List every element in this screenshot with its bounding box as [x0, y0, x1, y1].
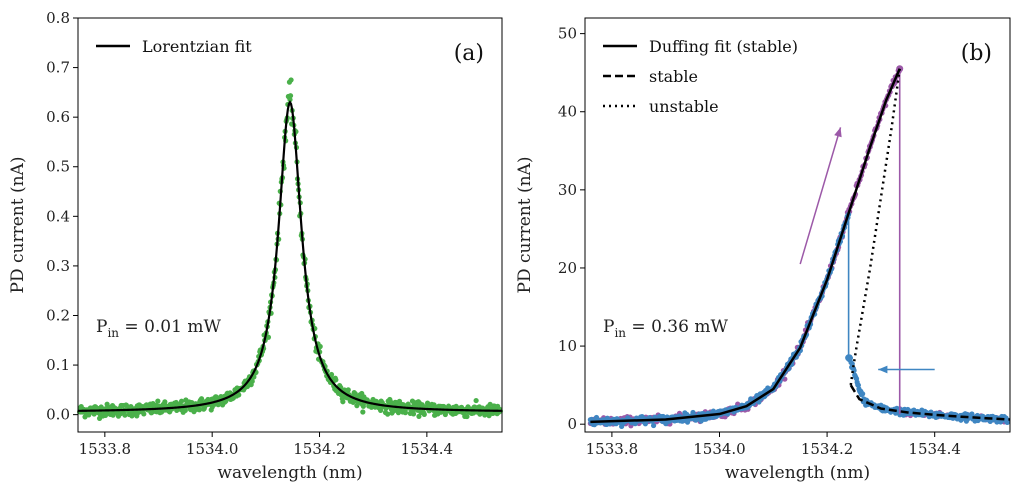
b-backward-jump-point — [845, 354, 853, 362]
a-annotation-main: P — [96, 317, 107, 337]
a-data-point — [378, 407, 384, 414]
b-y-tick-label: 30 — [558, 181, 577, 199]
b-annotation-sub: in — [614, 326, 626, 340]
a-data-point — [416, 413, 422, 419]
a-data-point — [402, 410, 409, 416]
a-data-point — [182, 407, 188, 413]
a-data-point — [486, 413, 492, 419]
b-forward-sweep-arrow — [799, 127, 842, 265]
b-annotation-main: P — [603, 317, 614, 337]
a-data-point — [141, 411, 147, 417]
b-annotation-rest: = 0.36 mW — [626, 317, 728, 337]
a-data-point — [317, 343, 323, 350]
a-data-point — [340, 399, 346, 405]
b-backward-data-point — [849, 361, 855, 367]
a-y-tick-label: 0.2 — [46, 306, 70, 324]
a-data-point — [162, 399, 168, 405]
panel-a-lorentzian-plot: 1533.8 1534.0 1534.2 1534.4 0.0 0.1 0.2 0.3 0.4 0… — [8, 9, 503, 483]
a-panel-label: (a) — [454, 41, 484, 66]
a-data-points — [77, 77, 503, 421]
a-data-point — [473, 397, 479, 404]
b-backward-sweep-arrow-head — [878, 365, 888, 374]
a-x-tick-label: 1534.4 — [401, 440, 454, 458]
a-data-point — [385, 411, 391, 417]
panel-b-duffing-plot: 1533.8 1534.0 1534.2 1534.4 0 10 20 30 40 50 wavel… — [515, 17, 1011, 483]
a-y-tick-label: 0.4 — [46, 207, 70, 225]
a-data-point — [288, 77, 294, 83]
a-data-point — [345, 387, 351, 393]
a-data-point — [328, 371, 335, 378]
b-y-tick-label: 40 — [558, 103, 577, 121]
a-data-point — [265, 334, 272, 340]
a-x-tick-label: 1534.2 — [293, 440, 346, 458]
a-annotation-sub: in — [107, 326, 119, 340]
b-y-tick-label: 20 — [558, 259, 577, 277]
a-data-point — [410, 411, 417, 417]
a-data-point — [360, 409, 366, 415]
a-legend-label: Lorentzian fit — [142, 37, 252, 56]
a-data-point — [155, 398, 161, 404]
b-legend-label: unstable — [649, 97, 719, 116]
a-data-point — [360, 403, 366, 409]
a-data-point — [122, 412, 128, 418]
a-data-point — [421, 411, 427, 417]
a-data-point — [464, 413, 470, 420]
b-y-tick-label: 50 — [558, 25, 577, 43]
b-y-tick-label: 0 — [567, 415, 577, 433]
b-y-axis-label: PD current (nA) — [515, 157, 535, 294]
b-duffing-fit-stable-line — [590, 68, 901, 424]
b-legend-label: Duffing fit (stable) — [649, 37, 798, 56]
b-x-tick-label: 1534.4 — [908, 440, 961, 458]
b-x-tick-label: 1534.0 — [693, 440, 746, 458]
a-y-tick-label: 0.5 — [46, 158, 70, 176]
a-data-point — [249, 378, 255, 384]
b-backward-data-point — [650, 422, 657, 429]
a-y-tick-label: 0.6 — [46, 108, 70, 126]
a-lorentzian-fit-line — [77, 100, 503, 412]
a-y-axis-label: PD current (nA) — [8, 157, 28, 294]
a-x-axis-label: wavelength (nm) — [217, 463, 362, 483]
a-annotation-rest: = 0.01 mW — [119, 317, 221, 337]
b-x-tick-label: 1533.8 — [586, 440, 639, 458]
a-x-tick-label: 1533.8 — [79, 440, 132, 458]
b-backward-data-point — [860, 391, 866, 397]
a-data-point — [287, 93, 294, 99]
a-data-point — [178, 398, 185, 404]
a-y-tick-label: 0.1 — [46, 356, 70, 374]
b-forward-sweep-points — [587, 66, 1010, 429]
a-data-point — [236, 392, 242, 398]
b-forward-sweep-arrow-head — [834, 127, 842, 138]
a-data-point — [287, 97, 293, 103]
a-power-annotation: Pin = 0.01 mW — [96, 317, 221, 340]
a-data-point — [198, 396, 205, 402]
b-plot-frame — [584, 17, 1011, 433]
b-power-annotation: Pin = 0.36 mW — [603, 317, 728, 340]
b-x-axis-label: wavelength (nm) — [725, 463, 870, 483]
a-x-tick-label: 1534.0 — [186, 440, 239, 458]
a-data-point — [196, 407, 202, 413]
b-backward-data-point — [1004, 419, 1010, 425]
a-y-tick-label: 0.8 — [46, 9, 70, 27]
a-plot-frame — [77, 17, 503, 433]
b-legend-label: stable — [649, 67, 698, 86]
b-unstable-branch-line — [849, 68, 901, 386]
a-y-tick-label: 0.3 — [46, 257, 70, 275]
b-x-tick-label: 1534.2 — [801, 440, 854, 458]
b-panel-label: (b) — [961, 41, 992, 66]
b-backward-data-point — [855, 382, 861, 388]
a-data-point — [333, 377, 339, 383]
b-y-tick-label: 10 — [558, 337, 577, 355]
a-y-tick-label: 0.0 — [46, 406, 70, 424]
a-y-tick-label: 0.7 — [46, 59, 70, 77]
